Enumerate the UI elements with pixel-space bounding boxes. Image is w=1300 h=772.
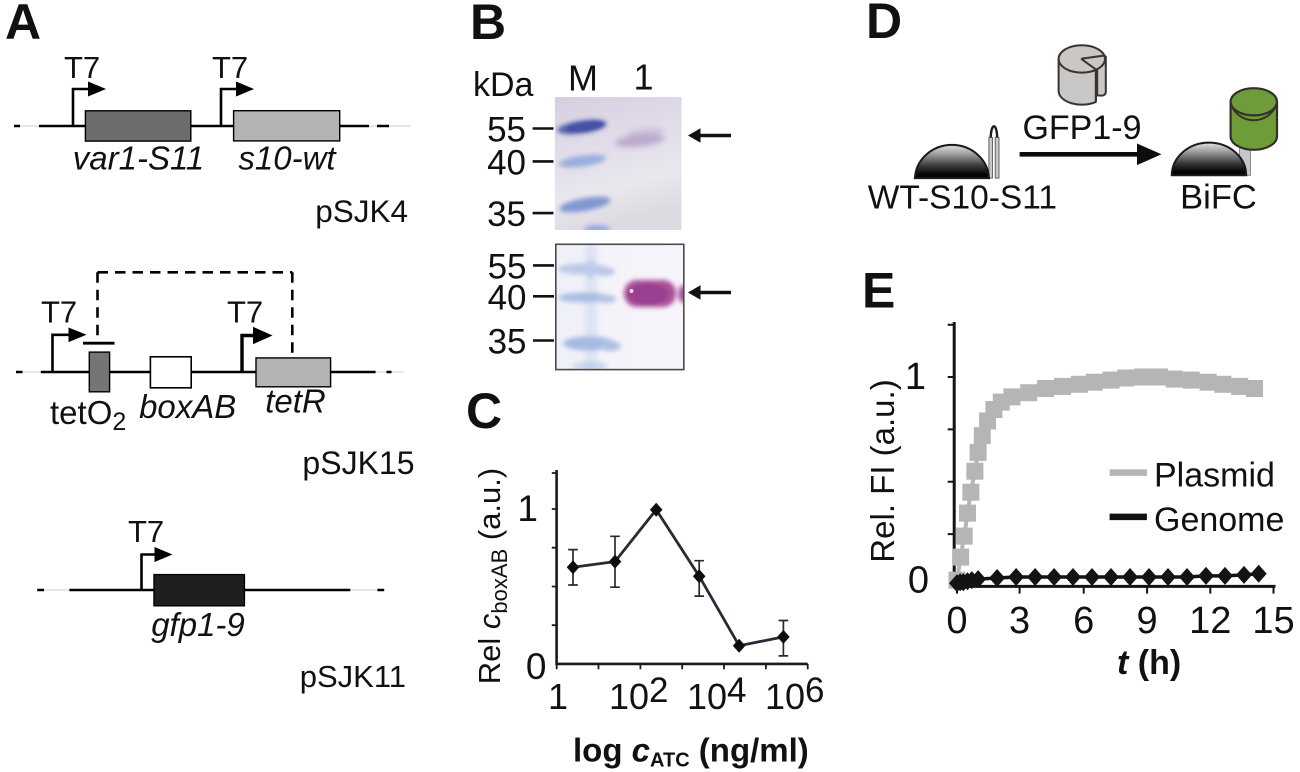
svg-text:T7: T7: [212, 50, 248, 85]
svg-text:106: 106: [765, 671, 825, 717]
svg-text:pSJK11: pSJK11: [300, 659, 406, 694]
svg-text:9: 9: [1137, 600, 1158, 642]
svg-text:Rel. FI (a.u.): Rel. FI (a.u.): [864, 379, 901, 562]
svg-text:T7: T7: [41, 295, 77, 330]
svg-text:1: 1: [905, 356, 926, 398]
svg-text:55: 55: [488, 248, 527, 287]
svg-text:WT-S10-S11: WT-S10-S11: [868, 180, 1057, 217]
svg-text:B: B: [470, 0, 506, 50]
svg-text:1: 1: [517, 488, 538, 529]
svg-text:40: 40: [487, 144, 526, 183]
svg-text:kDa: kDa: [473, 66, 534, 104]
svg-text:1: 1: [548, 676, 568, 717]
svg-text:12: 12: [1189, 600, 1231, 642]
svg-text:3: 3: [1009, 600, 1030, 642]
svg-text:6: 6: [1073, 600, 1094, 642]
svg-text:E: E: [862, 263, 895, 319]
svg-text:40: 40: [488, 279, 527, 318]
svg-text:A: A: [5, 0, 41, 50]
svg-text:104: 104: [687, 671, 747, 717]
svg-text:15: 15: [1252, 600, 1294, 642]
svg-text:T7: T7: [227, 295, 263, 330]
svg-text:pSJK4: pSJK4: [315, 193, 408, 229]
svg-text:0: 0: [908, 560, 929, 602]
svg-text:35: 35: [488, 323, 527, 362]
svg-text:Genome: Genome: [1154, 501, 1284, 539]
svg-text:M: M: [568, 58, 598, 99]
svg-text:t (h): t (h): [1117, 644, 1181, 682]
svg-text:Plasmid: Plasmid: [1154, 457, 1275, 495]
svg-text:55: 55: [487, 111, 526, 150]
svg-text:gfp1-9: gfp1-9: [151, 606, 245, 643]
svg-text:102: 102: [609, 671, 669, 717]
svg-text:pSJK15: pSJK15: [302, 445, 414, 481]
svg-text:tetR: tetR: [265, 383, 326, 420]
svg-text:35: 35: [487, 195, 526, 234]
svg-text:T7: T7: [128, 514, 164, 549]
svg-text:0: 0: [946, 600, 967, 642]
svg-text:log cATC (ng/ml): log cATC (ng/ml): [573, 732, 809, 772]
svg-text:T7: T7: [64, 50, 100, 85]
svg-text:0: 0: [526, 646, 547, 687]
svg-text:var1-S11: var1-S11: [73, 140, 204, 177]
svg-text:s10-wt: s10-wt: [238, 140, 337, 177]
svg-text:1: 1: [634, 57, 654, 98]
svg-text:BiFC: BiFC: [1180, 179, 1257, 217]
svg-text:boxAB: boxAB: [139, 388, 236, 425]
svg-text:C: C: [466, 383, 502, 439]
svg-text:GFP1-9: GFP1-9: [1022, 109, 1141, 147]
svg-text:D: D: [866, 0, 902, 49]
